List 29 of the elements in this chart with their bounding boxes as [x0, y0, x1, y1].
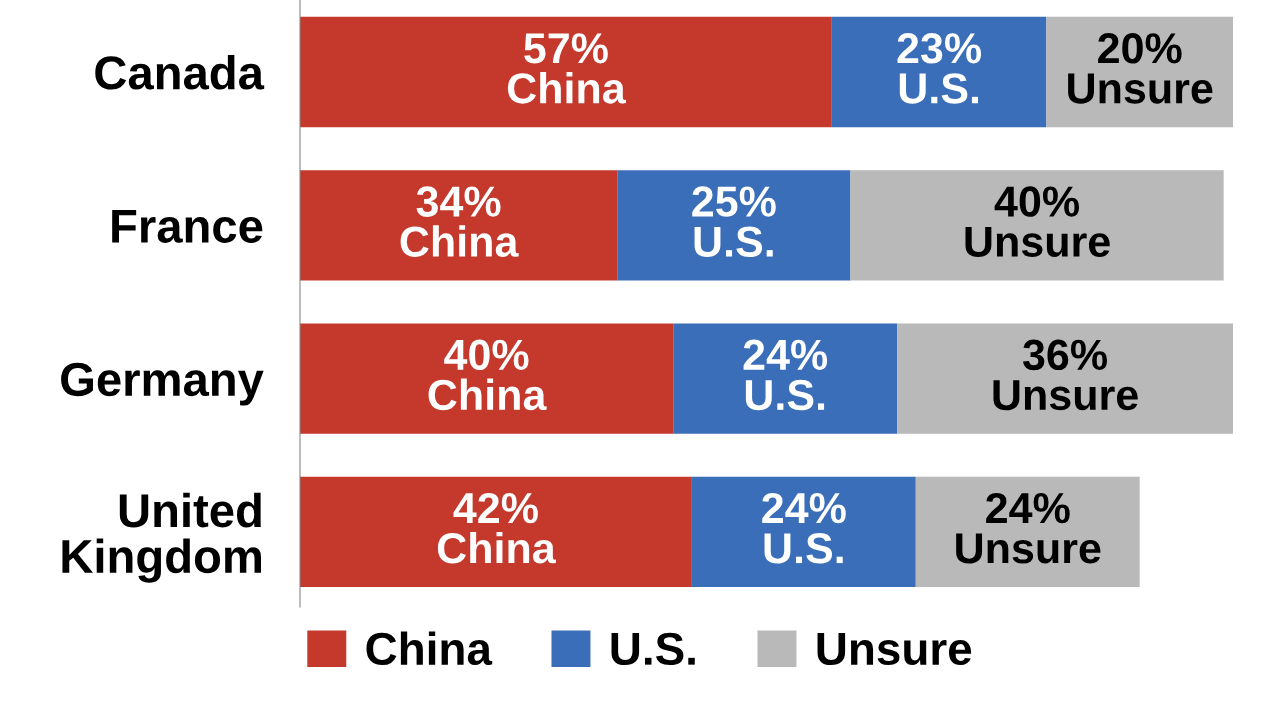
legend-label: China — [366, 631, 493, 666]
bar — [673, 323, 898, 434]
data-label: 42% China — [437, 492, 557, 564]
data-label: 24% U.S. — [762, 492, 846, 564]
y-tick-label: United Kingdom — [62, 492, 261, 583]
bar — [831, 16, 1047, 128]
legend-label: U.S. — [611, 632, 695, 666]
bar — [300, 170, 618, 281]
bar — [897, 323, 1233, 434]
data-label: 20% Unsure — [1068, 33, 1213, 104]
data-label: 57% China — [507, 33, 626, 104]
y-tick-label: Canada — [95, 54, 265, 90]
y-tick-label: Germany — [61, 362, 264, 406]
data-label: 24% U.S. — [743, 339, 828, 411]
bar — [617, 170, 851, 281]
legend-label: Unsure — [817, 633, 972, 666]
data-label: 23% U.S. — [897, 33, 982, 104]
data-label: 25% U.S. — [692, 186, 776, 257]
bar — [300, 476, 692, 588]
bar — [300, 323, 674, 434]
bar — [691, 476, 916, 588]
data-label: 36% Unsure — [993, 339, 1138, 411]
data-label: 34% China — [400, 186, 519, 257]
bar — [300, 16, 832, 128]
bar — [850, 170, 1224, 281]
data-label: 24% Unsure — [956, 492, 1101, 564]
data-label: 40% Unsure — [965, 186, 1110, 257]
y-tick-label: France — [112, 209, 263, 243]
data-label: 40% China — [428, 339, 547, 411]
